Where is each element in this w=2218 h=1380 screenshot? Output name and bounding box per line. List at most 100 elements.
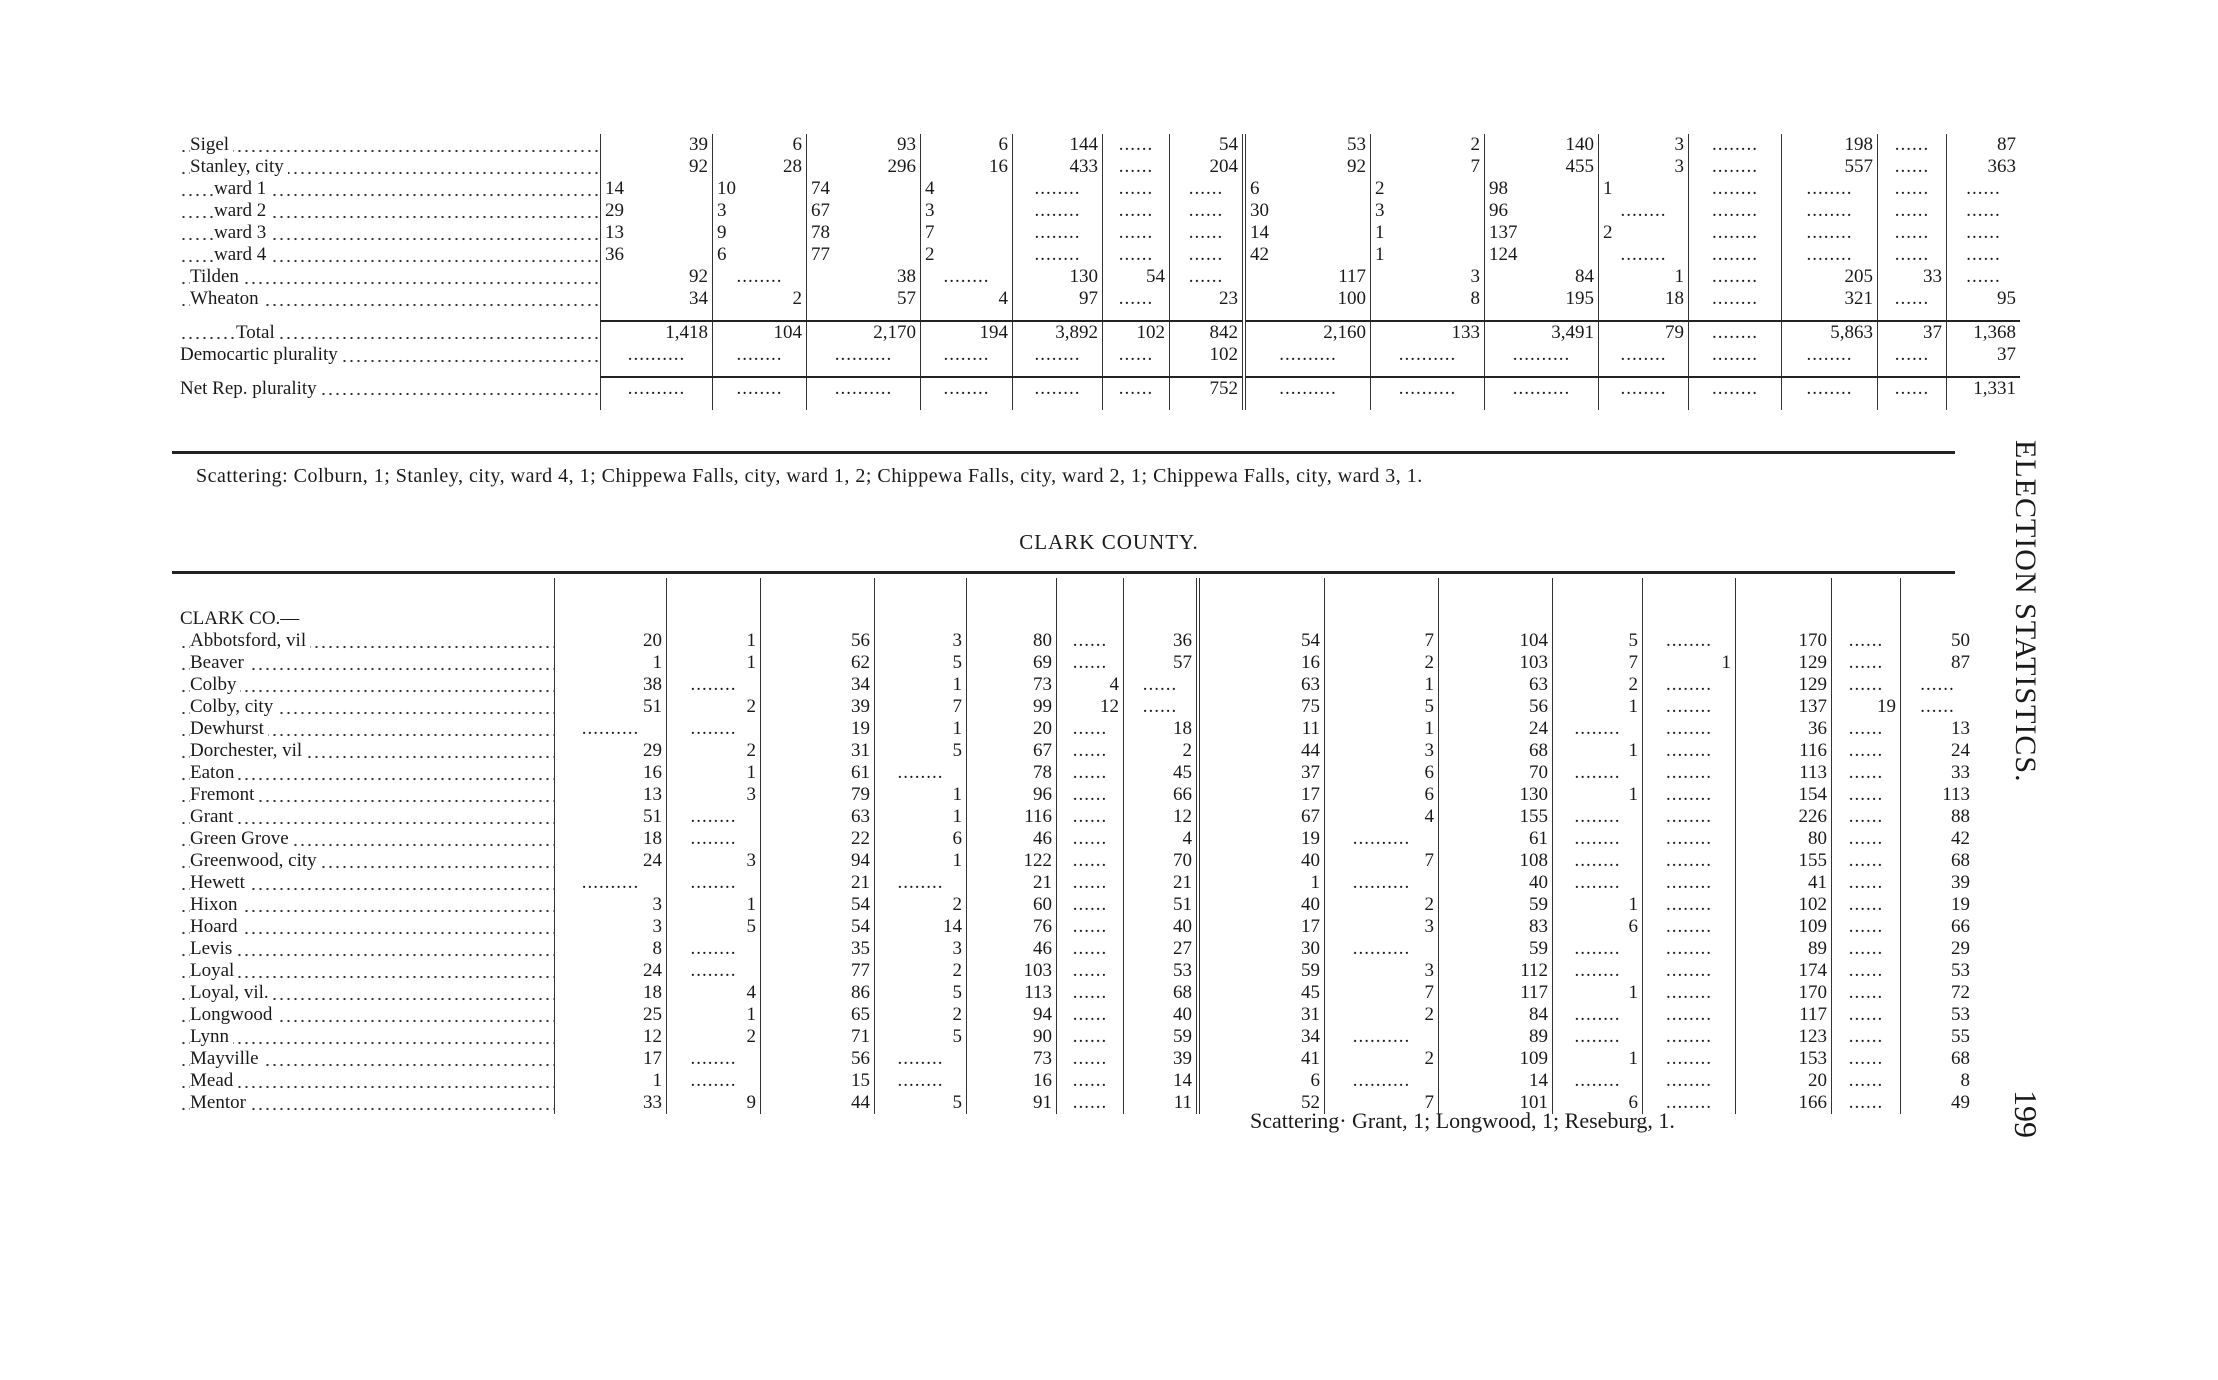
value-cell: ........ (1552, 938, 1643, 960)
row-label: Greenwood, city (180, 850, 555, 872)
value-cell: ........ (1552, 762, 1643, 784)
table-row: ward 2 29 3 67 3.................... 30 3 96...… (180, 200, 2020, 222)
value-cell: ...... (1169, 178, 1246, 200)
value-cell: 57 (1123, 652, 1200, 674)
value-cell: 70 (1438, 762, 1553, 784)
value-cell: 2 (920, 244, 1013, 266)
value-cell: ...... (1877, 156, 1947, 178)
value-cell: 95 (1997, 288, 2016, 309)
value-cell: 112 (1438, 960, 1553, 982)
row-label: Stanley, city (180, 156, 601, 178)
value-cell: ........ (1642, 784, 1736, 806)
value-cell: 20 (554, 630, 667, 652)
value-cell: 21 (760, 872, 875, 894)
value-cell: 129 (1735, 652, 1832, 674)
value-cell: ........ (874, 872, 967, 894)
value-cell: 38 (554, 674, 667, 696)
value-cell: 94 (966, 1004, 1057, 1026)
value-cell: ...... (1831, 630, 1901, 652)
value-cell: ........ (1688, 222, 1782, 244)
value-cell: 130 (1438, 784, 1553, 806)
row-label-text: Dorchester, vil (190, 740, 307, 761)
table-row: Mayville 17........ 56........ 73...... 39 41… (180, 1048, 1974, 1070)
row-label: Loyal, vil. (180, 982, 555, 1004)
value-cell: 73 (966, 674, 1057, 696)
value-cell: ........ (1642, 850, 1736, 872)
value-cell: 24 (554, 850, 667, 872)
value-cell: 133 (1370, 320, 1485, 344)
value-cell: ...... (1056, 1048, 1124, 1070)
value-cell: ........ (1552, 872, 1643, 894)
value-cell: 17 (1198, 784, 1325, 806)
table-row: Mentor 33 9 44 5 91...... 11 52 7 101 6........ 166… (180, 1092, 1974, 1114)
value-cell: 15 (760, 1070, 875, 1092)
value-cell: 6 (1324, 762, 1439, 784)
value-cell: 70 (1123, 850, 1200, 872)
value-cell: 39 (760, 696, 875, 718)
row-label: Hewett (180, 872, 555, 894)
value-cell: ...... (1102, 344, 1170, 366)
value-cell: 80 (1735, 828, 1832, 850)
table-row: Colby, city 51 2 39 7 99 12...... 75 5 56 1.......… (180, 696, 1974, 718)
value-cell: 3 (554, 916, 667, 938)
table-row: Lynn 12 2 71 5 90...... 59 34.......... 89......… (180, 1026, 1974, 1048)
value-cell: 557 (1781, 156, 1878, 178)
value-cell: 40 (1123, 916, 1200, 938)
value-cell: 37 (1997, 344, 2016, 365)
value-cell: 2 (1123, 740, 1200, 762)
value-cell: 36 (600, 244, 713, 266)
value-cell: 1 (1552, 894, 1643, 916)
value-cell: 113 (1942, 784, 1970, 805)
value-cell: ........ (1552, 1070, 1643, 1092)
value-cell: 3 (1370, 200, 1485, 222)
value-cell: 30 (1198, 938, 1325, 960)
value-cell: ........ (1688, 244, 1782, 266)
row-label: Wheaton (180, 288, 601, 310)
value-cell: 1 (874, 784, 967, 806)
value-cell: 166 (1735, 1092, 1832, 1114)
row-label: Grant (180, 806, 555, 828)
value-cell: 2,170 (806, 320, 921, 344)
value-cell: ...... (1831, 828, 1901, 850)
value-cell: 154 (1735, 784, 1832, 806)
value-cell: 2,160 (1244, 320, 1371, 344)
value-cell: 104 (1438, 630, 1553, 652)
value-cell: 174 (1735, 960, 1832, 982)
value-cell: ...... (1877, 244, 1947, 266)
value-cell: ........ (712, 376, 807, 400)
value-cell: 84 (1438, 1004, 1553, 1026)
value-cell: ........ (666, 718, 761, 740)
value-cell: 21 (1123, 872, 1200, 894)
value-cell: ...... (1831, 916, 1901, 938)
value-cell: ........ (1688, 344, 1782, 366)
value-cell: ...... (1877, 288, 1947, 310)
value-cell: 39 (1951, 872, 1970, 893)
value-cell: 67 (806, 200, 921, 222)
value-cell: 24 (554, 960, 667, 982)
value-cell: 4 (1324, 806, 1439, 828)
row-label-text: Mentor (190, 1092, 250, 1113)
value-cell: 37 (1198, 762, 1325, 784)
value-cell: ........ (1688, 266, 1782, 288)
value-cell: ........ (1642, 718, 1736, 740)
value-cell: .......... (1484, 376, 1599, 400)
value-cell: ........ (1688, 134, 1782, 156)
value-cell: 3 (1324, 916, 1439, 938)
row-label: Colby (180, 674, 555, 696)
row-label-text: Hixon (190, 894, 242, 915)
value-cell: 6 (1244, 178, 1371, 200)
value-cell: 29 (554, 740, 667, 762)
row-label: Tilden (180, 266, 601, 288)
value-cell: 3 (666, 784, 761, 806)
value-cell: 113 (966, 982, 1057, 1004)
value-cell: ........ (874, 1070, 967, 1092)
value-cell: 2 (1370, 178, 1485, 200)
value-cell: 7 (1552, 652, 1643, 674)
value-cell: 35 (760, 938, 875, 960)
value-cell: .......... (1370, 376, 1485, 400)
value-cell: 7 (1324, 982, 1439, 1004)
value-cell: 34 (600, 288, 713, 310)
value-cell: ........ (1552, 828, 1643, 850)
value-cell: 93 (806, 134, 921, 156)
value-cell: 3 (874, 630, 967, 652)
